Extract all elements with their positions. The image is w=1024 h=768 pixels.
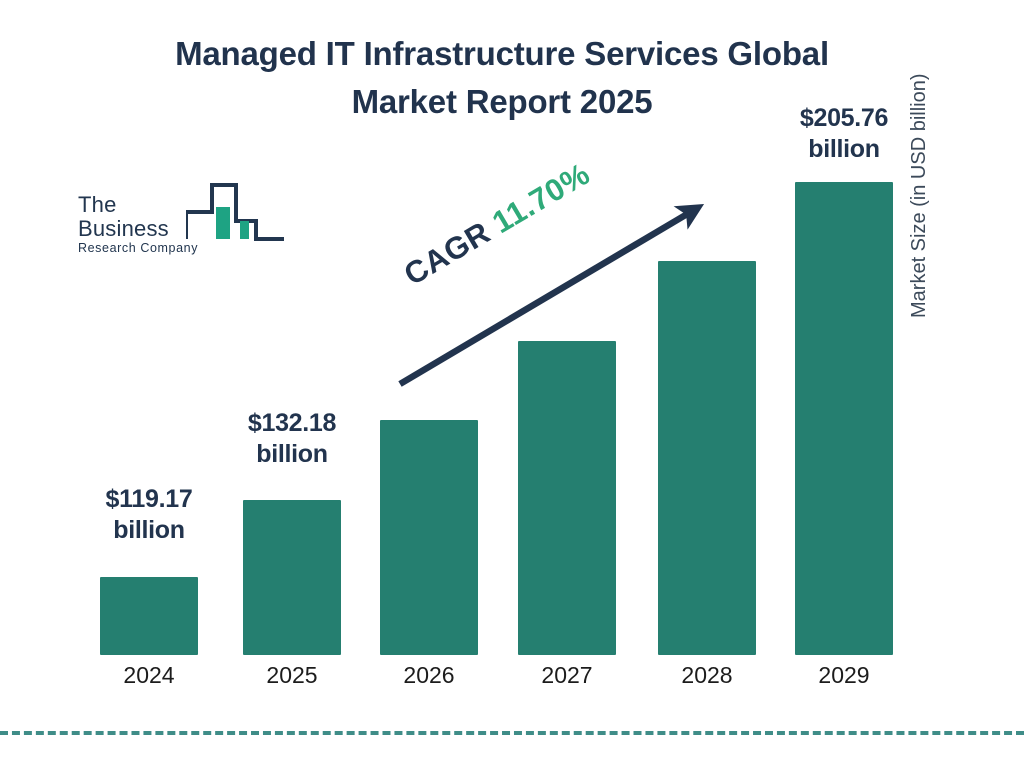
x-axis-tick-2028: 2028 [681, 662, 733, 688]
cagr-annotation: CAGR 11.70% [398, 156, 596, 293]
bar-2026[interactable] [380, 420, 478, 655]
company-logo-text: The Business Research Company [78, 192, 206, 256]
bar-value-label-2029: $205.76 billion [774, 103, 914, 164]
page-title-line-2: Market Report 2025 [351, 82, 653, 120]
bar-value-label-2024-unit: billion [113, 515, 185, 544]
cagr-label: CAGR [398, 214, 497, 293]
bar-value-label-2025-amount: $132.18 [247, 409, 337, 437]
page-title: Managed IT Infrastructure Services Globa… [62, 30, 942, 126]
cagr-value: 11.70% [486, 156, 596, 241]
bar-2029[interactable] [795, 182, 893, 655]
bar-chart-logo-mark-icon [184, 179, 286, 256]
bar-2024[interactable] [100, 577, 198, 655]
company-logo-line-2: Research Company [78, 241, 199, 256]
x-axis-tick-2029: 2029 [818, 662, 870, 688]
bar-2025[interactable] [243, 500, 341, 655]
company-logo: The Business Research Company [78, 183, 288, 256]
bar-2027[interactable] [518, 341, 616, 655]
x-axis-tick-2025: 2025 [266, 662, 318, 688]
footer-divider [0, 731, 1024, 735]
company-logo-line-1: The Business [78, 192, 169, 242]
bar-value-label-2029-amount: $205.76 [799, 104, 889, 132]
bar-value-label-2029-unit: billion [808, 134, 880, 163]
bar-value-label-2024: $119.17 billion [79, 484, 219, 545]
x-axis-tick-2027: 2027 [541, 662, 593, 688]
x-axis-tick-2026: 2026 [403, 662, 455, 688]
bar-value-label-2024-amount: $119.17 [105, 485, 193, 513]
bar-2028[interactable] [658, 261, 756, 655]
bar-value-label-2025: $132.18 billion [222, 408, 362, 469]
bar-value-label-2025-unit: billion [256, 439, 328, 468]
page-title-line-1: Managed IT Infrastructure Services Globa… [175, 35, 829, 72]
x-axis-tick-2024: 2024 [123, 662, 175, 688]
